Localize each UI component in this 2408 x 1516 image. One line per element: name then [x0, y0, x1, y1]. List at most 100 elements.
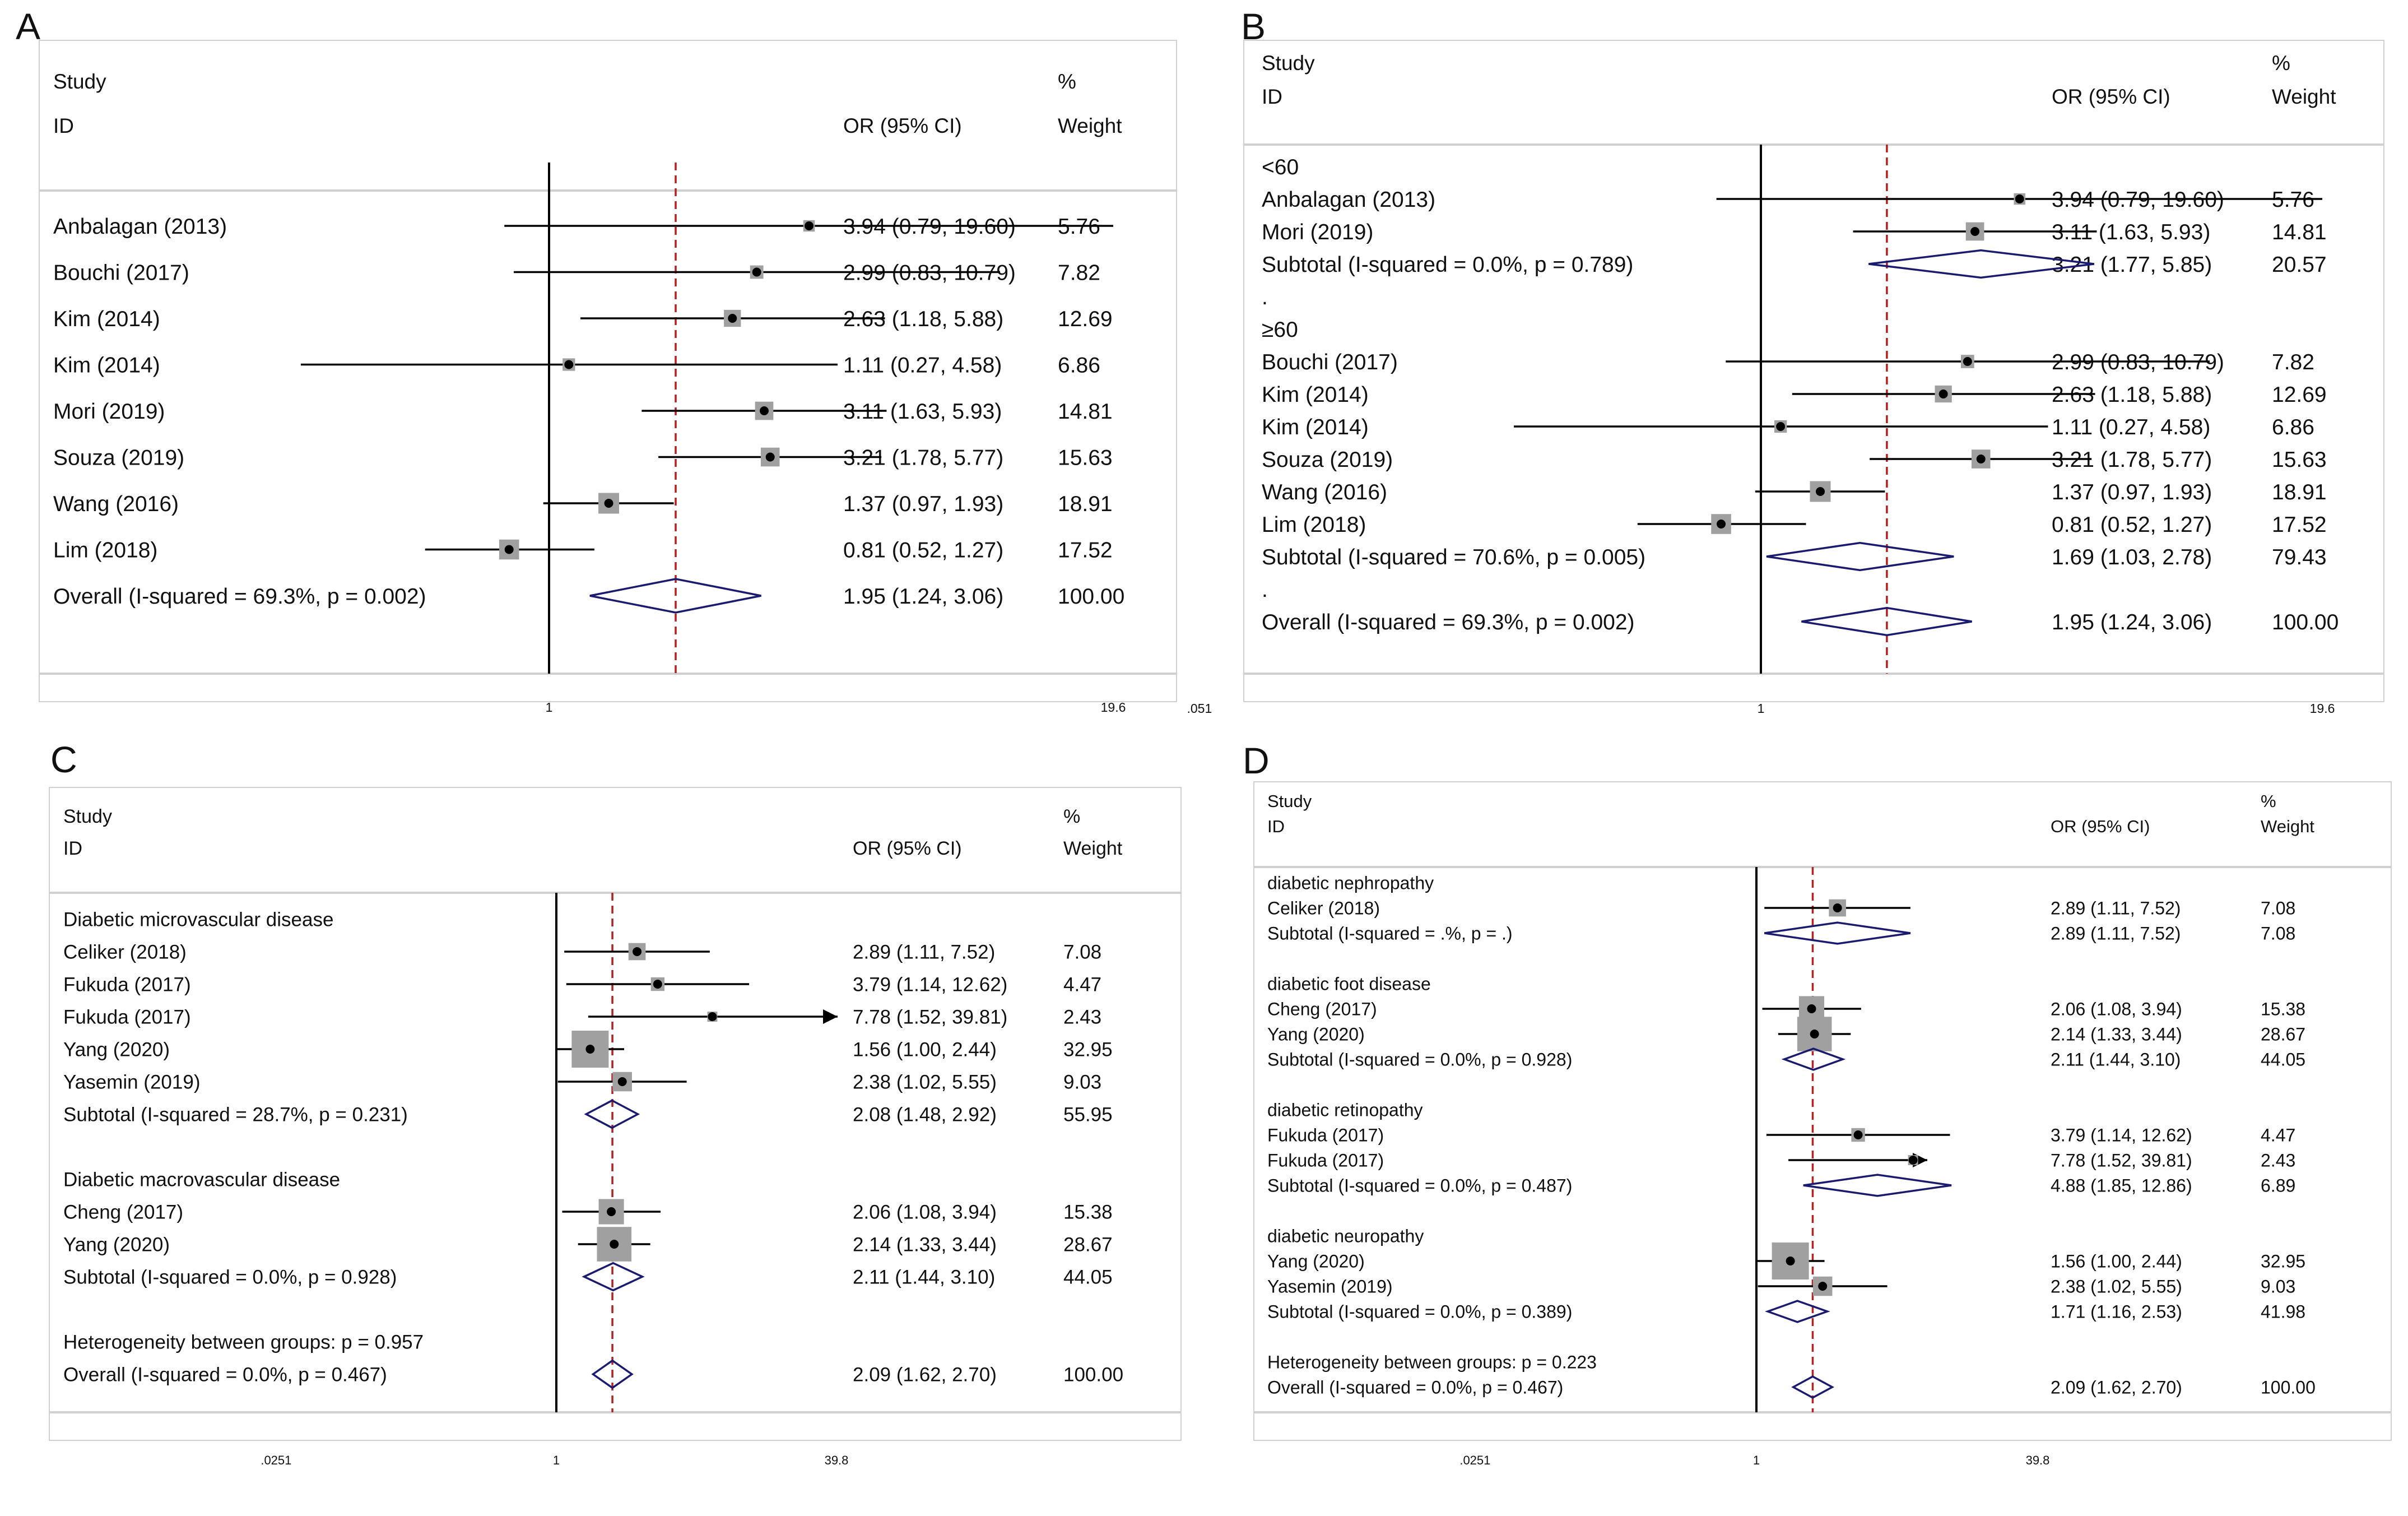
weight-value: 28.67 [1063, 1234, 1113, 1256]
header-percent: % [2272, 52, 2290, 75]
panel-label: B [1241, 6, 1266, 47]
weight-value: 6.86 [2272, 415, 2314, 439]
point-estimate [708, 1012, 717, 1021]
weight-value: 44.05 [2261, 1050, 2305, 1070]
point-estimate [1908, 1156, 1918, 1165]
spacer-dot: . [1262, 285, 1268, 309]
header-id: ID [53, 114, 74, 137]
weight-value: 18.91 [1058, 492, 1113, 516]
header-study: Study [1267, 791, 1312, 811]
subtotal-diamond [1781, 1047, 1846, 1071]
weight-value: 6.89 [2261, 1176, 2295, 1196]
weight-value: 2.43 [1063, 1007, 1101, 1028]
or-ci-value: 3.79 (1.14, 12.62) [2051, 1125, 2192, 1146]
header-percent: % [2261, 791, 2276, 811]
or-ci-value: 2.08 (1.48, 2.92) [853, 1104, 997, 1126]
weight-value: 20.57 [2272, 253, 2327, 277]
weight-value: 32.95 [1063, 1039, 1113, 1061]
weight-value: 9.03 [1063, 1072, 1101, 1093]
panel-label: A [16, 6, 40, 47]
point-estimate [1776, 422, 1786, 431]
axis-tick-label: .0251 [261, 1453, 291, 1467]
or-ci-value: 1.11 (0.27, 4.58) [843, 354, 1002, 378]
overall-diamond [591, 1359, 634, 1389]
group-label: Heterogeneity between groups: p = 0.223 [1267, 1352, 1597, 1373]
spacer-dot: . [1262, 578, 1268, 602]
header-study: Study [63, 806, 112, 827]
weight-value: 7.08 [2261, 924, 2295, 944]
study-label: Celiker (2018) [63, 942, 187, 963]
or-ci-value: 1.69 (1.03, 2.78) [2052, 545, 2212, 569]
weight-value: 18.91 [2272, 480, 2327, 504]
weight-value: 17.52 [2272, 513, 2327, 537]
header-percent: % [1063, 806, 1080, 827]
or-ci-value: 2.89 (1.11, 7.52) [2051, 924, 2181, 944]
header-weight: Weight [1063, 838, 1123, 859]
subtotal-label: Subtotal (I-squared = 0.0%, p = 0.928) [1267, 1050, 1572, 1070]
or-ci-value: 7.78 (1.52, 39.81) [2051, 1151, 2192, 1171]
weight-value: 44.05 [1063, 1267, 1113, 1288]
point-estimate [1810, 1030, 1819, 1039]
point-estimate [805, 221, 814, 230]
point-estimate [1833, 903, 1842, 912]
overall-diamond [1801, 606, 1972, 637]
axis-tick-label: 39.8 [825, 1453, 849, 1467]
point-estimate [765, 452, 775, 462]
or-ci-value: 2.38 (1.02, 5.55) [853, 1072, 997, 1093]
study-label: Wang (2016) [1262, 480, 1387, 504]
study-label: Kim (2014) [53, 354, 160, 378]
point-estimate [1717, 520, 1726, 528]
study-label: Fukuda (2017) [63, 1007, 191, 1028]
study-label: Celiker (2018) [1267, 898, 1380, 919]
subtotal-diamond [1764, 921, 1911, 945]
or-ci-value: 1.37 (0.97, 1.93) [843, 492, 1003, 516]
subtotal-diamond [1765, 1300, 1830, 1323]
axis-tick-label: 1 [1758, 701, 1765, 716]
group-label: ≥60 [1262, 318, 1298, 342]
subtotal-label: Subtotal (I-squared = 0.0%, p = 0.487) [1267, 1176, 1572, 1196]
weight-value: 100.00 [1063, 1364, 1123, 1386]
study-label: Fukuda (2017) [1267, 1151, 1384, 1171]
study-label: Yang (2020) [63, 1234, 170, 1256]
weight-value: 12.69 [2272, 383, 2327, 407]
point-estimate [504, 545, 514, 554]
weight-value: 17.52 [1058, 539, 1113, 563]
study-label: Cheng (2017) [1267, 999, 1377, 1019]
or-ci-value: 1.56 (1.00, 2.44) [853, 1039, 997, 1061]
overall-label: Overall (I-squared = 0.0%, p = 0.467) [63, 1364, 387, 1386]
study-label: Lim (2018) [53, 539, 157, 563]
weight-value: 15.63 [2272, 448, 2327, 472]
subtotal-diamond [1868, 249, 2095, 279]
study-label: Bouchi (2017) [53, 261, 189, 285]
group-label: Diabetic microvascular disease [63, 909, 333, 931]
point-estimate [617, 1077, 627, 1086]
or-ci-value: 3.21 (1.77, 5.85) [2052, 253, 2212, 277]
weight-value: 79.43 [2272, 545, 2327, 569]
point-estimate [1970, 227, 1980, 236]
group-label: <60 [1262, 155, 1299, 179]
header-percent: % [1058, 70, 1076, 93]
weight-value: 15.38 [2261, 999, 2305, 1019]
overall-label: Overall (I-squared = 0.0%, p = 0.467) [1267, 1378, 1563, 1398]
study-label: Yang (2020) [1267, 1251, 1365, 1272]
header-id: ID [1262, 85, 1282, 108]
study-label: Kim (2014) [53, 307, 160, 331]
subtotal-diamond [584, 1099, 640, 1129]
header-study: Study [1262, 52, 1315, 75]
study-label: Yasemin (2019) [63, 1072, 200, 1093]
header-weight: Weight [2261, 817, 2314, 836]
study-label: Kim (2014) [1262, 415, 1369, 439]
or-ci-value: 1.95 (1.24, 3.06) [843, 585, 1003, 609]
header-study: Study [53, 70, 106, 93]
subtotal-diamond [1766, 541, 1954, 572]
subtotal-label: Subtotal (I-squared = 70.6%, p = 0.005) [1262, 545, 1645, 569]
axis-tick-label: 1 [553, 1453, 560, 1467]
or-ci-value: 2.89 (1.11, 7.52) [2051, 898, 2181, 919]
study-label: Lim (2018) [1262, 513, 1366, 537]
or-ci-value: 2.09 (1.62, 2.70) [853, 1364, 997, 1386]
or-ci-value: 0.81 (0.52, 1.27) [843, 539, 1003, 563]
panel-d: D Study ID OR (95% CI)% Weight .0251 1 39.8 diab… [1243, 740, 2392, 1467]
weight-value: 32.95 [2261, 1251, 2305, 1272]
panel-frame [49, 787, 1182, 1441]
header-or-ci: OR (95% CI) [2052, 85, 2170, 108]
